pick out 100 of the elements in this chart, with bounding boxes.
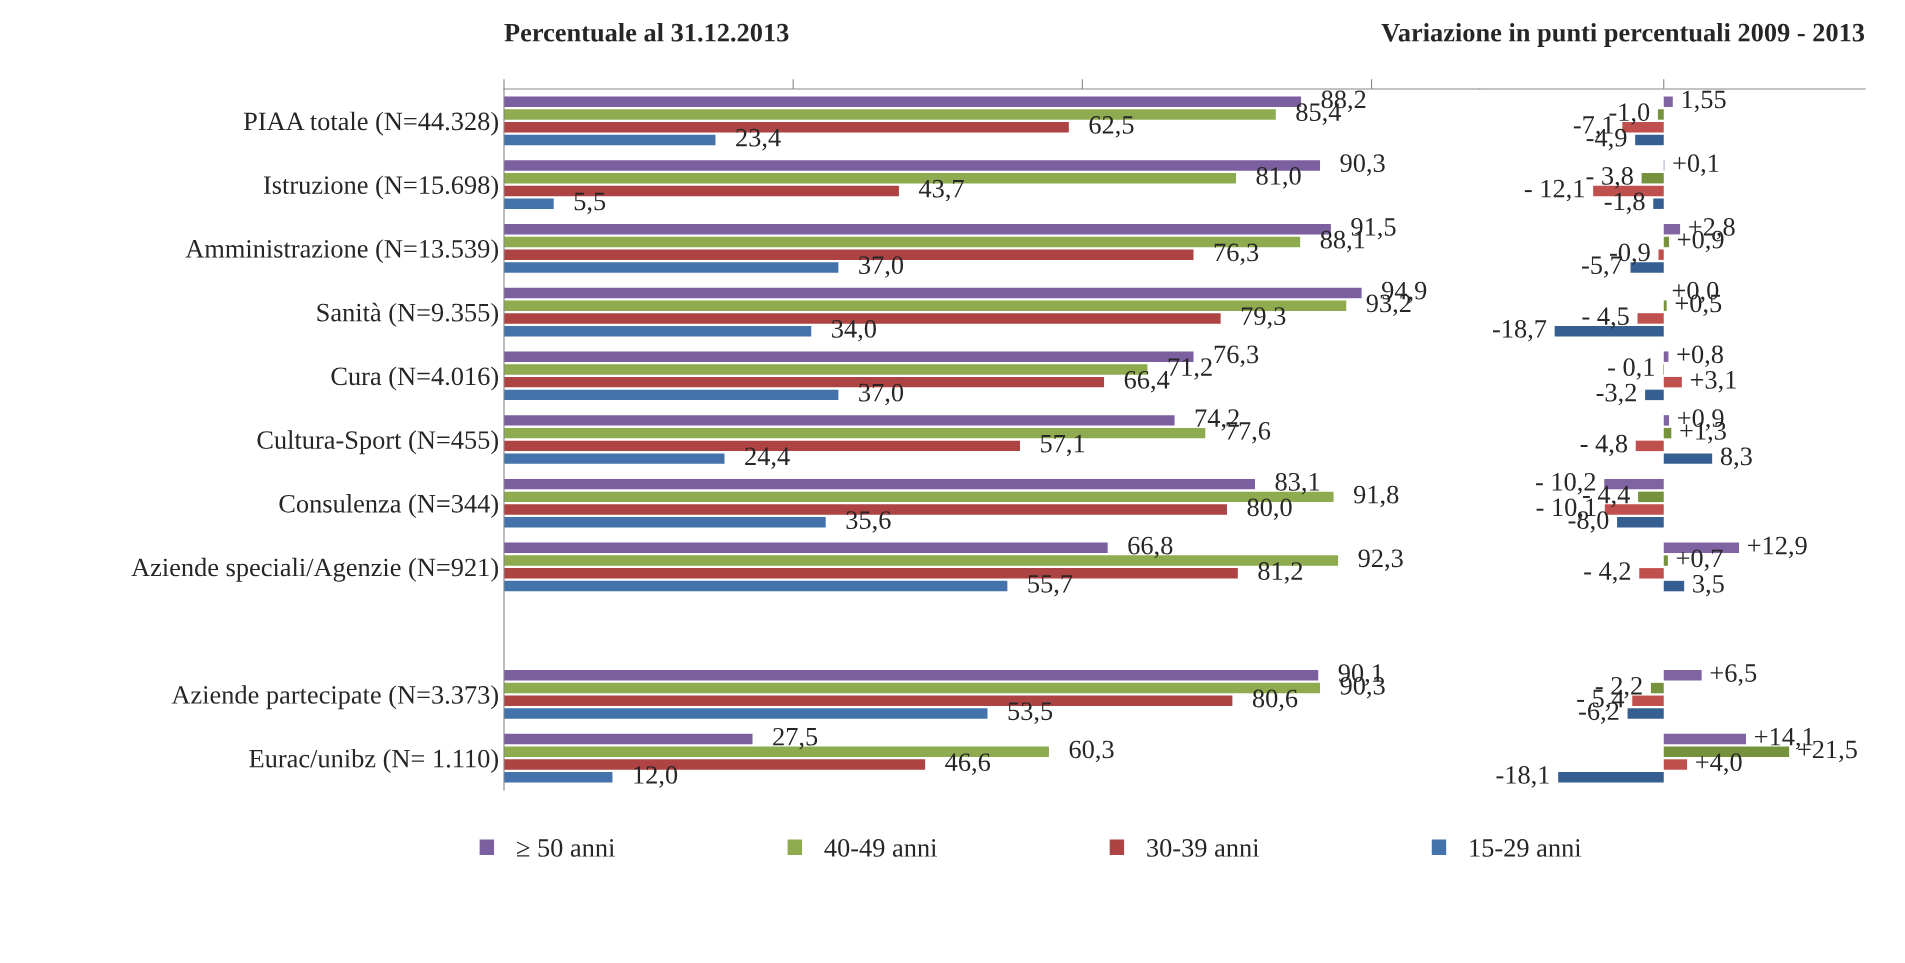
bar xyxy=(1645,389,1664,401)
data-label: 66,8 xyxy=(1128,536,1173,559)
y-tick-label: Cultura-Sport (N=455) xyxy=(257,430,498,455)
data-label: 81,2 xyxy=(1258,562,1303,584)
data-label: +12,9 xyxy=(1748,536,1807,559)
data-label: -3,2 xyxy=(1596,383,1636,406)
data-label: 80,6 xyxy=(1252,689,1298,712)
bar xyxy=(1663,236,1669,248)
data-label: 55,7 xyxy=(1028,575,1073,597)
bar xyxy=(504,287,1362,299)
bar xyxy=(504,580,1008,592)
y-tick-label: Istruzione (N=15.698) xyxy=(263,175,498,200)
legend-label: 40-49 anni xyxy=(824,839,937,857)
bar xyxy=(1663,351,1669,362)
bar xyxy=(1663,733,1746,745)
bar xyxy=(504,198,554,209)
data-label: - 4,5 xyxy=(1582,307,1629,329)
data-label: 76,3 xyxy=(1214,345,1259,368)
bar xyxy=(504,262,839,273)
data-label: 12,0 xyxy=(634,766,678,788)
data-label: 1,55 xyxy=(1682,90,1726,113)
data-label: 60,3 xyxy=(1069,740,1114,763)
data-label: 37,0 xyxy=(859,383,904,406)
y-tick-label: PIAA totale (N=44.328) xyxy=(243,111,498,136)
data-label: +6,5 xyxy=(1710,664,1757,686)
data-label: 5,5 xyxy=(574,192,606,215)
bar xyxy=(504,542,1108,554)
bar xyxy=(504,389,839,401)
bar xyxy=(1653,198,1664,209)
bar xyxy=(504,733,753,745)
bar xyxy=(504,325,812,337)
bar xyxy=(504,134,716,146)
data-label: -1,8 xyxy=(1604,192,1645,215)
data-label: 3,5 xyxy=(1693,574,1724,597)
data-label: 34,0 xyxy=(832,319,876,342)
data-label: - 4,2 xyxy=(1584,562,1631,584)
bar xyxy=(1635,440,1664,452)
y-tick-label: Aziende speciali/Agenzie (N=921) xyxy=(131,557,498,582)
bar xyxy=(504,517,826,528)
data-label: 53,5 xyxy=(1008,702,1053,724)
data-label: 24,4 xyxy=(745,447,790,470)
data-label: - 0,1 xyxy=(1608,358,1654,380)
y-tick-label: Consulenza (N=344) xyxy=(279,494,498,518)
data-label: +0,1 xyxy=(1673,154,1719,176)
data-label: 92,3 xyxy=(1358,549,1403,571)
data-label: 90,3 xyxy=(1340,154,1385,176)
data-label: 37,0 xyxy=(859,256,904,278)
data-label: - 4,8 xyxy=(1580,434,1628,457)
data-label: +3,1 xyxy=(1690,371,1736,393)
bar xyxy=(1658,249,1664,260)
bar xyxy=(1558,772,1664,783)
y-tick-label: Eurac/unibz (N= 1.110) xyxy=(249,748,498,773)
y-tick-label: Aziende partecipate (N=3.373) xyxy=(171,685,498,710)
bar xyxy=(1650,682,1664,694)
bar xyxy=(1663,415,1669,426)
data-label: 62,5 xyxy=(1089,116,1134,138)
bar xyxy=(504,453,725,464)
data-label: 83,1 xyxy=(1275,472,1320,495)
data-label: 66,4 xyxy=(1124,371,1170,393)
data-label: 71,2 xyxy=(1168,358,1212,380)
bar xyxy=(504,415,1175,426)
bar xyxy=(1663,300,1667,311)
bar xyxy=(1663,580,1685,592)
bar xyxy=(1627,708,1664,719)
bar xyxy=(1641,172,1664,184)
data-label: 35,6 xyxy=(846,511,891,533)
data-label: 8,3 xyxy=(1720,447,1752,470)
data-label: 91,8 xyxy=(1353,485,1399,508)
chart-title: Percentuale al 31.12.2013 xyxy=(504,23,789,42)
y-tick-label: Sanità (N=9.355) xyxy=(317,302,498,327)
data-label: 43,7 xyxy=(918,179,964,202)
bar xyxy=(1663,453,1713,464)
chart-title: Variazione in punti percentuali 2009 - 2013 xyxy=(1381,23,1865,47)
bar xyxy=(1663,759,1688,770)
bar xyxy=(504,708,988,719)
bar xyxy=(1663,670,1702,681)
data-label: - 12,1 xyxy=(1524,179,1584,202)
legend-label: 30-39 anni xyxy=(1147,839,1260,857)
data-label: 76,3 xyxy=(1214,243,1259,266)
data-label: - 3,8 xyxy=(1586,167,1633,189)
data-label: -18,7 xyxy=(1492,319,1547,342)
bar xyxy=(1657,109,1664,120)
data-label: 81,0 xyxy=(1256,167,1301,189)
legend-label: ≥ 50 anni xyxy=(516,839,615,857)
bar xyxy=(1639,568,1664,579)
data-label: +0,7 xyxy=(1676,549,1723,571)
y-tick-label: Cura (N=4.016) xyxy=(331,366,498,391)
bar xyxy=(1635,134,1664,146)
bar xyxy=(1617,517,1664,528)
bar xyxy=(1663,555,1668,566)
data-label: +4,0 xyxy=(1696,753,1742,775)
data-label: 23,4 xyxy=(736,128,781,151)
legend-label: 15-29 anni xyxy=(1470,839,1582,857)
data-label: 27,5 xyxy=(773,727,818,750)
y-tick-label: Amministrazione (N=13.539) xyxy=(185,239,498,264)
bar xyxy=(1663,376,1682,388)
bar xyxy=(504,478,1255,490)
data-label: 46,6 xyxy=(945,753,991,775)
data-label: 80,0 xyxy=(1247,498,1292,520)
bar xyxy=(504,670,1319,681)
